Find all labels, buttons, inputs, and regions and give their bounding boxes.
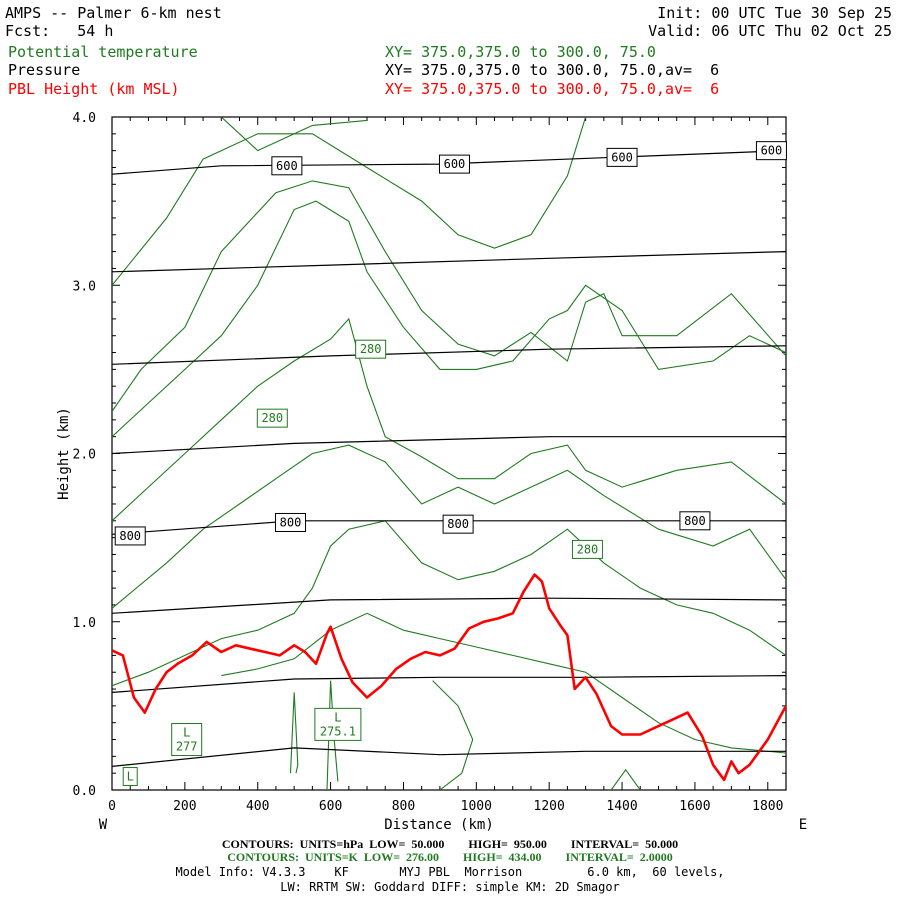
field2-xy: XY= 375.0,375.0 to 300.0, 75.0,av= 6 [385,61,720,79]
theta-isentrope [112,520,786,687]
y-tick-label: 4.0 [73,111,96,126]
x-axis-label: Distance (km) [384,817,494,833]
theta-label: L [334,710,341,724]
pressure-isobar [112,436,786,455]
pressure-label-box [275,512,307,532]
valid-time: Valid: 06 UTC Thu 02 Oct 25 [648,22,892,40]
x-tick-label: 400 [246,799,269,814]
pressure-label-box [442,514,474,534]
y-tick-label: 2.0 [73,448,96,463]
pressure-label: 800 [447,517,469,531]
theta-label: L [127,770,134,784]
theta-label-box [355,339,387,359]
pressure-isobar [112,520,786,535]
field1-xy: XY= 375.0,375.0 to 300.0, 75.0 [385,43,656,61]
pressure-contour-info: CONTOURS: UNITS=hPa LOW= 50.000 HIGH= 95… [221,837,679,851]
east-label: E [799,817,807,833]
pressure-label: 600 [761,144,783,158]
theta-label-box [122,767,138,787]
field2-name: Pressure [8,61,81,79]
theta-contour-info: CONTOURS: UNITS=K LOW= 276.00 HIGH= 434.… [227,850,673,864]
pressure-label: 800 [119,529,141,543]
y-axis-label: Height (km) [56,407,72,500]
theta-isentrope [112,180,786,412]
theta-isentrope [221,612,786,754]
pressure-label-box [114,526,146,546]
theta-label-box [571,539,603,559]
pressure-label: 600 [611,150,633,164]
theta-isentrope [610,768,641,790]
theta-label: 280 [360,342,382,356]
theta-isentrope [432,680,474,790]
model-info-physics: LW: RRTM SW: Goddard DIFF: simple KM: 2D… [280,880,620,894]
pressure-label: 800 [684,514,706,528]
pressure-label-box [606,147,638,167]
x-tick-label: 800 [392,799,415,814]
theta-label: 275.1 [320,724,356,738]
pressure-label: 600 [276,159,298,173]
y-tick-label: 3.0 [73,279,96,294]
field1-name: Potential temperature [8,43,198,61]
x-tick-label: 1600 [679,799,710,814]
x-tick-label: 0 [108,799,116,814]
field3-xy: XY= 375.0,375.0 to 300.0, 75.0,av= 6 [385,80,720,98]
x-tick-label: 1000 [461,799,492,814]
init-time: Init: 00 UTC Tue 30 Sep 25 [657,4,892,22]
pressure-isobar [112,675,786,693]
x-tick-label: 600 [319,799,342,814]
theta-label: 277 [176,740,198,754]
pbl-height-line [112,573,786,782]
pressure-isobar [112,597,786,614]
x-tick-label: 1400 [606,799,637,814]
theta-label: 280 [261,411,283,425]
y-tick-label: 1.0 [73,616,96,631]
pressure-label-box [438,154,470,174]
field3-name: PBL Height (km MSL) [8,80,180,98]
forecast-hour: Fcst: 54 h [5,22,114,40]
x-tick-label: 1800 [752,799,783,814]
theta-isentrope [289,692,299,774]
pressure-isobar [112,251,786,273]
theta-label: 280 [577,542,599,556]
model-title: AMPS -- Palmer 6-km nest [5,4,222,22]
x-tick-label: 200 [173,799,196,814]
pressure-label: 800 [280,515,302,529]
theta-isentrope [112,444,786,609]
theta-isentrope [112,317,786,522]
y-tick-label: 0.0 [73,784,96,799]
theta-label-box [256,408,288,428]
pressure-label-box [271,156,303,176]
theta-isentrope [220,117,368,152]
x-tick-label: 1200 [534,799,565,814]
theta-label-box [171,723,203,757]
plot-frame [111,116,787,791]
pressure-isobar [112,345,786,365]
pressure-label-box [755,141,787,161]
pressure-label: 600 [444,157,466,171]
pressure-label-box [679,511,711,531]
west-label: W [99,817,108,833]
pressure-isobar [112,747,786,767]
theta-label: L [183,726,190,740]
theta-isentrope [112,200,786,438]
model-info: Model Info: V4.3.3 KF MYJ PBL Morrison 6… [175,865,725,879]
theta-isentrope [112,117,587,286]
theta-label-box [314,707,362,741]
